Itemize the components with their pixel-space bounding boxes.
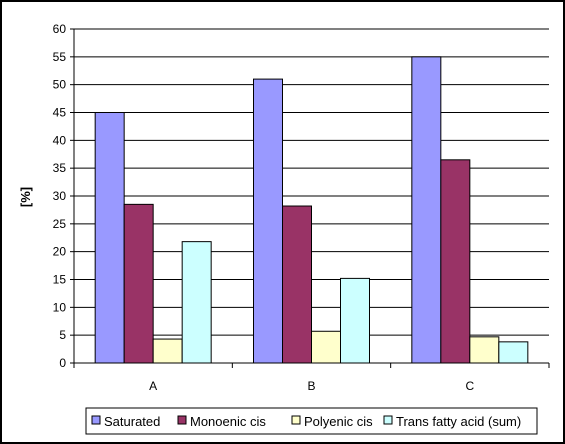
y-tick-label: 40 bbox=[53, 133, 67, 147]
bar-polyenic-cis-a bbox=[152, 338, 183, 364]
legend-swatch bbox=[91, 415, 101, 425]
y-tick-label: 35 bbox=[53, 161, 67, 175]
x-tick-label: B bbox=[307, 379, 315, 393]
y-tick-label: 10 bbox=[53, 300, 67, 314]
legend-swatch bbox=[383, 415, 393, 425]
bar-monoenic-cis-a bbox=[123, 203, 154, 364]
y-tick-label: 30 bbox=[53, 189, 67, 203]
y-tick-label: 0 bbox=[59, 356, 66, 370]
legend-swatch bbox=[177, 415, 187, 425]
y-tick-label: 15 bbox=[53, 273, 67, 287]
x-tick-label: C bbox=[465, 379, 474, 393]
bar-saturated-a bbox=[94, 112, 125, 364]
bar-monoenic-cis-c bbox=[440, 159, 471, 364]
bar-trans-fatty-acid-sum-b bbox=[340, 277, 370, 364]
legend-label: Monoenic cis bbox=[190, 414, 266, 429]
bar-monoenic-cis-b bbox=[282, 205, 312, 364]
bar-polyenic-cis-b bbox=[311, 330, 341, 364]
bar-saturated-b bbox=[253, 78, 283, 364]
legend-swatch bbox=[291, 415, 301, 425]
y-tick-label: 25 bbox=[53, 217, 67, 231]
y-tick-label: 20 bbox=[53, 245, 67, 259]
y-tick-label: 50 bbox=[53, 78, 67, 92]
y-tick-label: 60 bbox=[53, 22, 67, 36]
y-tick-label: 5 bbox=[59, 328, 66, 342]
x-tick-label: A bbox=[149, 379, 157, 393]
legend-label: Trans fatty acid (sum) bbox=[396, 414, 521, 429]
bar-trans-fatty-acid-sum-c bbox=[498, 341, 529, 364]
legend-box bbox=[85, 407, 538, 435]
y-tick-label: 55 bbox=[53, 50, 67, 64]
bar-saturated-c bbox=[411, 56, 442, 364]
y-axis-label: [%] bbox=[18, 187, 33, 207]
legend-label: Polyenic cis bbox=[304, 414, 373, 429]
bar-trans-fatty-acid-sum-a bbox=[181, 241, 212, 364]
y-tick-label: 45 bbox=[53, 106, 67, 120]
legend-label: Saturated bbox=[104, 414, 160, 429]
bar-polyenic-cis-c bbox=[469, 336, 500, 364]
